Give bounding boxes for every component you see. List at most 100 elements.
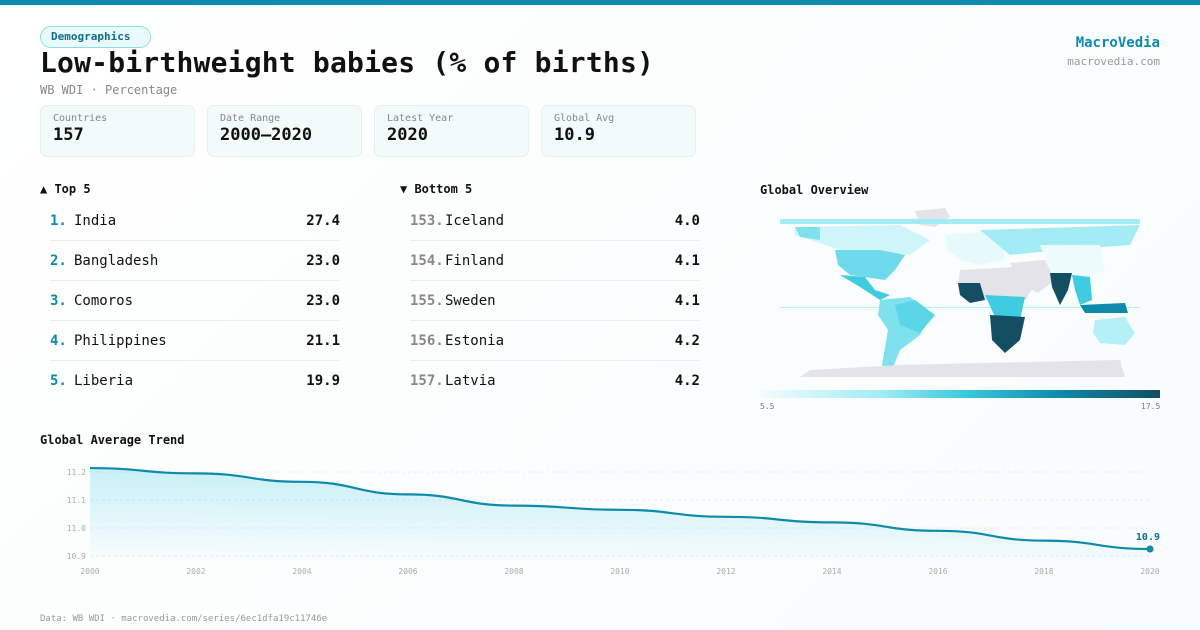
last-value-label: 10.9 <box>1136 532 1160 543</box>
item-country: Liberia <box>74 373 134 389</box>
legend-min: 5.5 <box>760 402 775 411</box>
stat-card-global-avg: Global Avg 10.9 <box>541 105 696 157</box>
map-middle-east <box>1010 260 1055 293</box>
map-title: Global Overview <box>760 183 869 197</box>
y-tick-label: 11.0 <box>67 524 86 533</box>
bottom5-title: ▼ Bottom 5 <box>400 182 473 196</box>
stat-label: Countries <box>53 113 108 124</box>
x-tick-label: 2018 <box>1034 567 1053 576</box>
brand-logo: MacroVedia <box>1075 35 1160 51</box>
map-equator-line <box>780 307 1140 308</box>
item-rank: 1. <box>50 212 67 229</box>
item-value: 4.0 <box>674 212 700 229</box>
trend-line <box>89 466 1151 551</box>
item-country: Estonia <box>445 332 505 349</box>
map-europe <box>945 230 1005 265</box>
item-value: 19.9 <box>306 373 340 389</box>
stat-value: 2020 <box>387 125 428 145</box>
map-central-africa <box>985 295 1025 320</box>
map-antarctica <box>800 360 1125 377</box>
list-item: 3. Comoros 23.0 <box>50 281 340 321</box>
map-indonesia <box>1080 303 1128 313</box>
bottom5-list: 153. Iceland 4.0 154. Finland 4.1 155. Sweden 4.… <box>410 201 700 401</box>
list-item: 155. Sweden 4.1 <box>410 281 700 321</box>
stat-card-latest-year: Latest Year 2020 <box>374 105 529 157</box>
item-country: Iceland <box>445 212 505 229</box>
item-rank: 5. <box>50 373 67 389</box>
item-value: 23.0 <box>306 252 340 269</box>
item-rank: 2. <box>50 252 67 269</box>
y-tick-label: 11.1 <box>67 496 86 505</box>
item-value: 4.2 <box>674 332 700 349</box>
x-tick-label: 2002 <box>186 567 205 576</box>
list-item: 157. Latvia 4.2 <box>410 361 700 401</box>
stat-value: 157 <box>53 125 84 145</box>
item-value: 21.1 <box>306 332 340 349</box>
list-item: 154. Finland 4.1 <box>410 241 700 281</box>
map-alaska <box>795 227 820 240</box>
item-value: 4.2 <box>674 373 700 389</box>
map-southeast-asia <box>1072 275 1092 305</box>
x-tick-label: 2000 <box>80 567 99 576</box>
page-title: Low-birthweight babies (% of births) <box>40 46 655 79</box>
x-tick-label: 2006 <box>398 567 417 576</box>
map-southern-africa <box>990 315 1025 353</box>
x-tick-label: 2010 <box>610 567 629 576</box>
item-rank: 4. <box>50 332 67 349</box>
last-point-marker <box>1146 545 1154 553</box>
legend-max: 17.5 <box>1141 402 1161 411</box>
map-india <box>1050 273 1072 305</box>
trend-title: Global Average Trend <box>40 433 185 447</box>
stat-card-countries: Countries 157 <box>40 105 195 157</box>
map-arctic-strip <box>780 219 1140 224</box>
item-rank: 153. <box>410 212 444 229</box>
x-tick-label: 2012 <box>716 567 735 576</box>
item-rank: 155. <box>410 292 444 309</box>
map-usa <box>835 250 905 280</box>
item-country: Comoros <box>74 292 134 309</box>
list-item: 1. India 27.4 <box>50 201 340 241</box>
map-mexico <box>840 275 890 300</box>
top5-list: 1. India 27.4 2. Bangladesh 23.0 3. Comoros 23.0… <box>50 201 340 401</box>
x-tick-label: 2004 <box>292 567 311 576</box>
map-west-africa <box>958 283 985 303</box>
map-canada <box>795 225 930 255</box>
x-tick-label: 2020 <box>1140 567 1159 576</box>
stat-card-date-range: Date Range 2000–2020 <box>207 105 362 157</box>
stat-value: 2000–2020 <box>220 125 313 145</box>
item-country: Latvia <box>445 373 496 389</box>
top5-title: ▲ Top 5 <box>40 182 91 196</box>
list-item: 5. Liberia 19.9 <box>50 361 340 401</box>
item-value: 4.1 <box>674 292 700 309</box>
map-russia <box>980 225 1140 255</box>
category-badge: Demographics <box>40 26 152 48</box>
x-tick-label: 2014 <box>822 567 841 576</box>
world-map <box>780 208 1140 377</box>
list-item: 153. Iceland 4.0 <box>410 201 700 241</box>
x-tick-label: 2016 <box>928 567 947 576</box>
page-subtitle: WB WDI · Percentage <box>40 83 178 97</box>
top-accent-bar <box>0 0 1200 5</box>
item-country: Philippines <box>74 332 167 349</box>
item-rank: 156. <box>410 332 444 349</box>
map-color-legend <box>760 390 1160 398</box>
stat-label: Latest Year <box>387 113 454 124</box>
stat-value: 10.9 <box>554 125 595 145</box>
item-value: 23.0 <box>306 292 340 309</box>
item-country: Finland <box>445 252 505 269</box>
stat-label: Date Range <box>220 113 281 124</box>
item-value: 4.1 <box>674 252 700 269</box>
footer-source: Data: WB WDI · macrovedia.com/series/6ec… <box>40 614 328 624</box>
brand-url: macrovedia.com <box>1067 55 1160 68</box>
item-rank: 3. <box>50 292 67 309</box>
item-value: 27.4 <box>306 212 340 229</box>
item-country: Sweden <box>445 292 496 309</box>
map-china <box>1040 245 1105 280</box>
item-rank: 154. <box>410 252 444 269</box>
item-country: India <box>74 212 117 229</box>
list-item: 2. Bangladesh 23.0 <box>50 241 340 281</box>
list-item: 156. Estonia 4.2 <box>410 321 700 361</box>
trend-area <box>90 468 1150 560</box>
list-item: 4. Philippines 21.1 <box>50 321 340 361</box>
